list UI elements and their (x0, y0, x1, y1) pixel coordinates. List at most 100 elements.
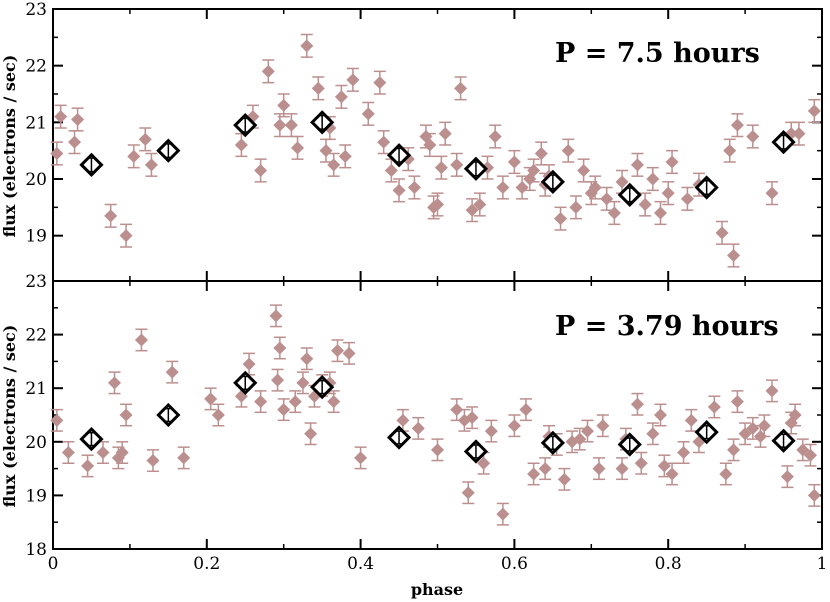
measurement-point (431, 192, 444, 217)
measurement-marker (646, 427, 660, 441)
x-tick-label: 0.6 (501, 554, 528, 574)
measurement-marker (615, 175, 629, 189)
measurement-marker (730, 395, 744, 409)
measurement-marker (165, 365, 179, 379)
measurement-marker (807, 488, 821, 502)
measurement-marker (431, 443, 444, 457)
measurement-marker (630, 397, 644, 411)
measurement-point (277, 93, 291, 118)
measurement-point (61, 441, 75, 464)
measurement-point (146, 449, 160, 473)
measurement-marker (81, 459, 95, 473)
measurement-point (765, 379, 779, 403)
x-tick-label: 0 (48, 554, 59, 574)
measurement-marker (473, 198, 487, 211)
bottom-y-tick-label: 23 (25, 272, 47, 292)
bottom-panel-period-label: P = 3.79 hours (555, 311, 779, 342)
measurement-point (607, 200, 621, 226)
measurement-point (291, 135, 305, 160)
measurement-marker (271, 373, 285, 387)
measurement-point (438, 121, 452, 146)
measurement-marker (654, 408, 668, 422)
measurement-marker (527, 467, 541, 481)
measurement-point (354, 446, 368, 470)
top-y-tick-label: 23 (25, 0, 47, 20)
measurement-marker (177, 451, 191, 465)
x-tick-label: 0.4 (347, 554, 374, 574)
measurement-marker (569, 200, 583, 214)
top-y-tick-label: 22 (25, 57, 47, 77)
bottom-panel-ylabel: flux (electrons / sec) (0, 325, 19, 508)
x-tick-label: 0.2 (193, 554, 220, 574)
measurement-point (334, 84, 348, 109)
measurement-point (115, 441, 129, 464)
measurement-point (646, 166, 660, 192)
measurement-point (665, 149, 679, 175)
measurement-point (788, 403, 802, 427)
measurement-marker (138, 132, 152, 146)
measurement-point (392, 178, 406, 203)
measurement-point (54, 104, 68, 129)
measurement-marker (638, 198, 652, 211)
measurement-point (461, 481, 475, 505)
top-panel-measurements (50, 33, 821, 268)
measurement-marker (561, 144, 575, 158)
binned-average-point (310, 110, 335, 135)
measurement-marker (144, 158, 158, 172)
measurement-point (331, 339, 345, 363)
top-panel-ylabel: flux (electrons / sec) (0, 55, 19, 238)
measurement-point (807, 98, 821, 124)
measurement-marker (338, 149, 352, 163)
measurement-point (127, 144, 141, 169)
measurement-marker (104, 209, 118, 223)
top-y-tick-label: 20 (25, 170, 47, 190)
measurement-point (384, 158, 398, 183)
measurement-marker (684, 413, 698, 427)
measurement-point (727, 243, 741, 268)
measurement-point (677, 441, 691, 464)
measurement-marker (96, 446, 110, 460)
measurement-point (144, 152, 158, 177)
measurement-point (592, 457, 606, 481)
measurement-point (300, 347, 314, 371)
measurement-point (630, 152, 644, 177)
top-panel-period-label: P = 7.5 hours (555, 38, 760, 69)
measurement-marker (527, 164, 541, 177)
measurement-point (730, 113, 744, 138)
measurement-point (465, 198, 479, 223)
bottom-panel-binned-averages (79, 370, 796, 464)
measurement-point (596, 414, 610, 438)
measurement-marker (780, 470, 794, 484)
measurement-marker (291, 141, 305, 155)
measurement-point (254, 390, 268, 414)
measurement-marker (615, 462, 629, 476)
measurement-marker (273, 118, 287, 132)
binned-average-point (771, 428, 796, 453)
measurement-point (119, 223, 133, 248)
measurement-marker (396, 413, 410, 427)
measurement-marker (331, 344, 345, 358)
measurement-point (431, 438, 444, 462)
measurement-point (434, 155, 448, 180)
measurement-point (269, 304, 283, 328)
measurement-marker (434, 161, 448, 175)
x-tick-label: 1 (817, 554, 828, 574)
measurement-point (311, 76, 325, 101)
binned-average-point (540, 430, 565, 455)
measurement-marker (461, 486, 475, 500)
binned-average-point (463, 439, 489, 464)
measurement-point (411, 416, 425, 440)
measurement-point (507, 414, 521, 438)
measurement-marker (450, 403, 464, 417)
binned-average-point (79, 426, 104, 452)
measurement-point (50, 408, 64, 432)
measurement-marker (311, 81, 325, 95)
measurement-point (68, 130, 82, 155)
measurement-marker (411, 421, 425, 435)
measurement-marker (757, 419, 771, 433)
measurement-point (569, 195, 583, 220)
measurement-marker (327, 158, 341, 172)
measurement-point (377, 130, 391, 155)
measurement-point (134, 328, 148, 352)
measurement-point (327, 152, 341, 177)
